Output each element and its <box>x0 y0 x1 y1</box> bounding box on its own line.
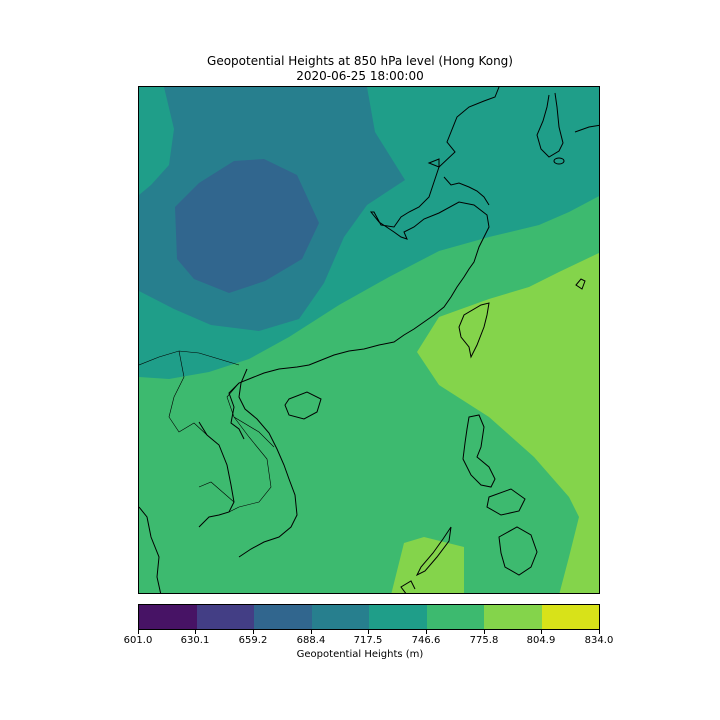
map-panel <box>138 86 600 594</box>
colorbar-segment <box>311 605 369 629</box>
colorbar-segment <box>196 605 254 629</box>
coastline-japan-kyushu <box>574 124 599 133</box>
colorbar-tick <box>541 630 542 634</box>
island-visayas <box>486 488 526 516</box>
colorbar-tick-label: 717.5 <box>353 635 383 646</box>
contour-fill-775-804-east <box>417 252 599 593</box>
island-palawan <box>415 526 452 577</box>
coastline-gulf-of-thailand <box>198 421 235 528</box>
colorbar-tick-label: 688.4 <box>296 635 326 646</box>
island-borneo <box>400 580 416 593</box>
colorbar-tick-label: 834.0 <box>584 635 614 646</box>
coastline-vietnam <box>238 368 298 558</box>
contour-map <box>139 87 599 593</box>
island-japan-small <box>575 278 586 290</box>
colorbar-tick-label: 601.0 <box>123 635 153 646</box>
colorbar-tick <box>368 630 369 634</box>
island-taiwan <box>458 302 490 359</box>
colorbar-tick <box>311 630 312 634</box>
coastline-malay <box>139 506 162 593</box>
colorbar-tick <box>253 630 254 634</box>
coastline-china <box>228 87 500 440</box>
country-borders <box>139 350 275 513</box>
chart-subtitle-datetime: 2020-06-25 18:00:00 <box>296 69 424 83</box>
colorbar-tick <box>484 630 485 634</box>
contour-fill-659-688 <box>175 159 319 293</box>
island-hainan <box>284 391 322 420</box>
colorbar-tick <box>195 630 196 634</box>
colorbar-tick-label: 804.9 <box>526 635 556 646</box>
colorbar-segment <box>426 605 484 629</box>
contour-fill-775-804-south <box>391 537 464 593</box>
colorbar-tick <box>138 630 139 634</box>
colorbar-segment <box>484 605 542 629</box>
colorbar-tick-label: 746.6 <box>411 635 441 646</box>
island-jeju <box>553 157 565 165</box>
colorbar-segment <box>254 605 312 629</box>
colorbar-tick-label: 630.1 <box>180 635 210 646</box>
colorbar-label: Geopotential Heights (m) <box>296 649 424 660</box>
colorbar-segment <box>369 605 427 629</box>
colorbar-segment <box>541 605 599 629</box>
coastline-korea <box>536 92 564 158</box>
island-mindanao <box>498 526 538 576</box>
colorbar-tick-label: 659.2 <box>238 635 268 646</box>
coastlines <box>139 87 599 593</box>
island-luzon <box>462 414 496 488</box>
island-yellow-sea <box>427 158 440 168</box>
colorbar-segment <box>139 605 197 629</box>
colorbar-tick <box>599 630 600 634</box>
chart-title: Geopotential Heights at 850 hPa level (H… <box>207 54 513 68</box>
colorbar-tick-label: 775.8 <box>469 635 499 646</box>
colorbar-tick <box>426 630 427 634</box>
colorbar <box>138 604 600 630</box>
coastline-shandong <box>443 176 490 206</box>
